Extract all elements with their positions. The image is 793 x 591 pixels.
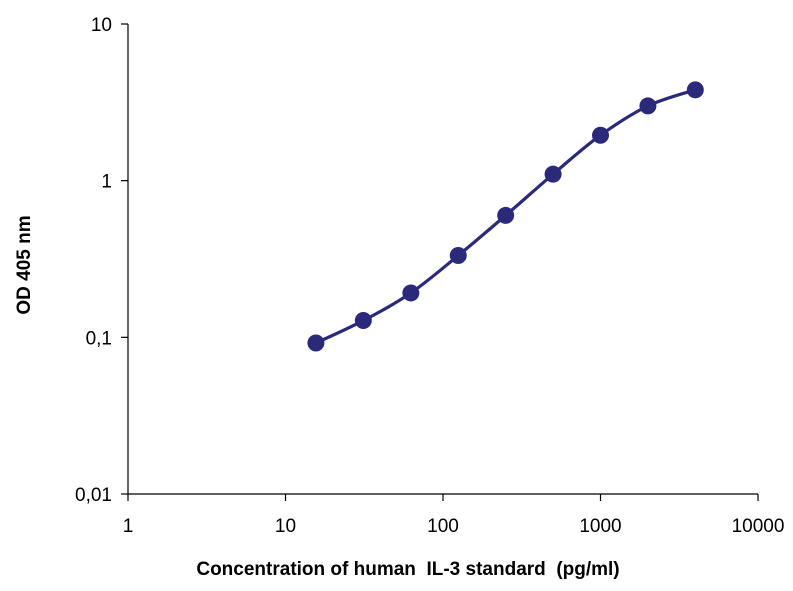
x-axis-title: Concentration of human IL-3 standard (pg… — [196, 559, 619, 580]
y-ticks: 0,01 0,1 1 10 — [75, 15, 128, 506]
x-tick-label: 1 — [123, 516, 134, 537]
series-layer — [307, 81, 704, 352]
axes — [127, 24, 758, 495]
data-point — [639, 97, 657, 115]
data-point — [449, 246, 467, 264]
y-tick-label: 10 — [91, 15, 112, 36]
x-tick-label: 10 — [275, 516, 296, 537]
x-tick-label: 10000 — [732, 516, 785, 537]
y-axis-title: OD 405 nm — [14, 215, 35, 314]
data-point — [402, 284, 420, 302]
x-ticks: 1 10 100 1000 10000 — [123, 494, 785, 537]
x-tick-label: 1000 — [579, 516, 621, 537]
data-point — [354, 312, 372, 330]
data-point — [497, 206, 515, 224]
data-point — [592, 126, 609, 144]
y-tick-label: 0,1 — [86, 328, 112, 349]
x-tick-label: 100 — [427, 516, 459, 537]
y-tick-label: 0,01 — [75, 485, 112, 506]
y-tick-label: 1 — [101, 172, 112, 193]
data-point — [544, 165, 562, 183]
data-point — [686, 81, 704, 99]
data-point — [307, 334, 325, 352]
